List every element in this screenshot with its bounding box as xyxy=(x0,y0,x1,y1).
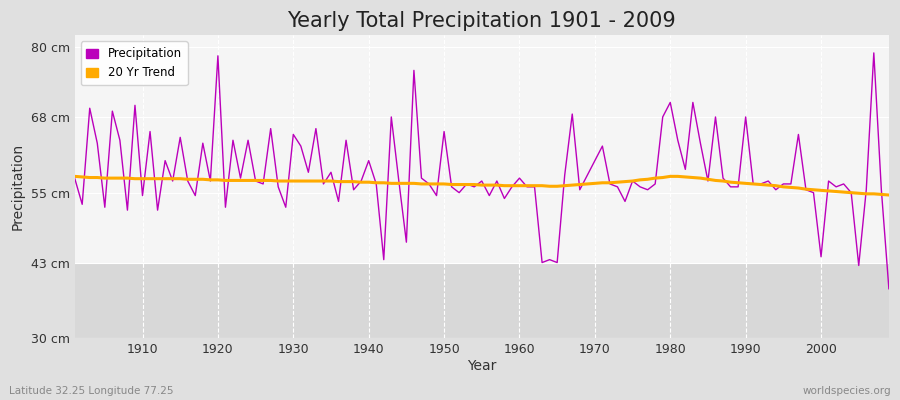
Text: Latitude 32.25 Longitude 77.25: Latitude 32.25 Longitude 77.25 xyxy=(9,386,174,396)
Legend: Precipitation, 20 Yr Trend: Precipitation, 20 Yr Trend xyxy=(81,41,188,85)
Title: Yearly Total Precipitation 1901 - 2009: Yearly Total Precipitation 1901 - 2009 xyxy=(287,11,676,31)
Y-axis label: Precipitation: Precipitation xyxy=(11,143,25,230)
X-axis label: Year: Year xyxy=(467,359,497,373)
Bar xyxy=(75,262,889,338)
Text: worldspecies.org: worldspecies.org xyxy=(803,386,891,396)
